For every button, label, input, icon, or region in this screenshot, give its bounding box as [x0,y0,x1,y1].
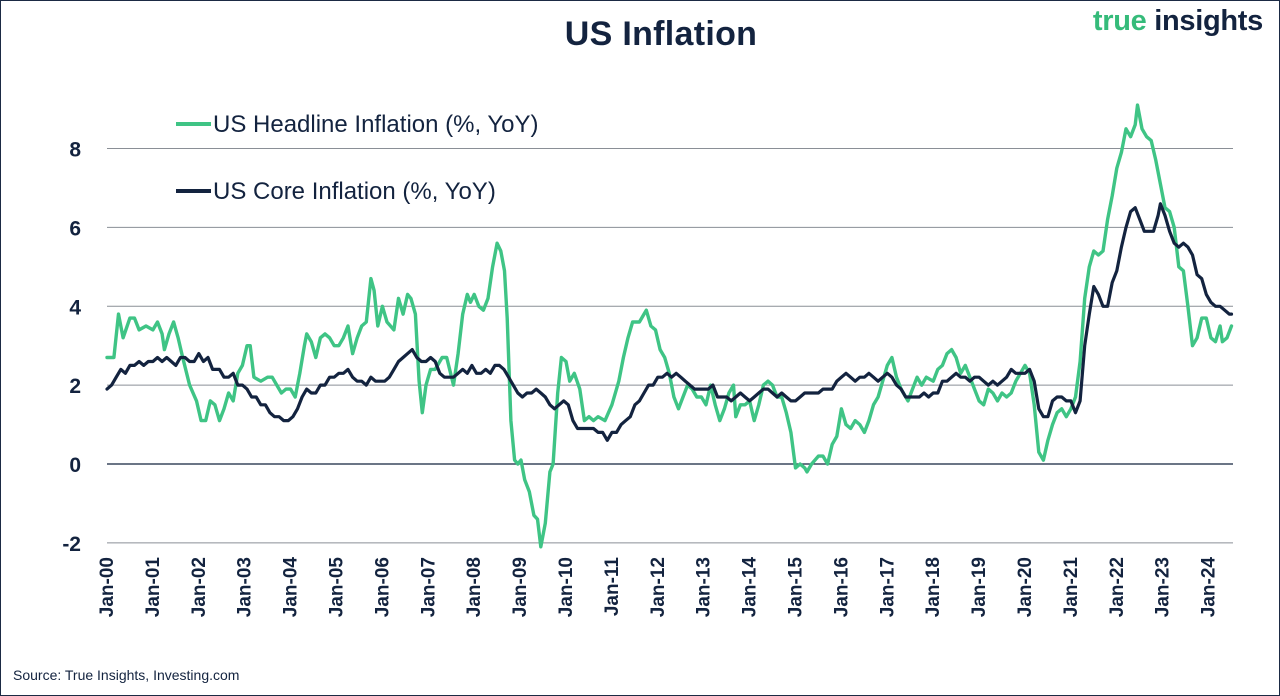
y-axis-ticks: -2 0 2 4 6 8 [62,139,81,556]
x-tick-label: Jan-04 [281,557,302,618]
x-tick-label: Jan-21 [1061,557,1082,618]
x-tick-label: Jan-20 [1015,557,1036,617]
x-tick-label: Jan-23 [1153,557,1174,617]
logo-word-true: true [1092,5,1147,37]
x-tick-label: Jan-10 [556,557,577,617]
x-tick-label: Jan-17 [877,557,898,617]
headline-inflation-line [105,103,1234,549]
x-tick-label: Jan-01 [143,557,164,618]
x-tick-label: Jan-14 [740,557,761,618]
x-tick-label: Jan-16 [831,557,852,617]
y-tick-label: 4 [69,296,81,319]
x-tick-label: Jan-15 [786,557,807,618]
x-tick-label: Jan-19 [969,557,990,617]
logo-word-insights: insights [1154,5,1263,37]
y-tick-label: 0 [69,454,81,477]
x-tick-label: Jan-12 [648,557,669,617]
legend-label: US Headline Inflation (%, YoY) [213,111,539,138]
x-tick-label: Jan-00 [97,557,118,617]
gridlines [107,148,1233,544]
legend: US Headline Inflation (%, YoY) US Core In… [176,111,539,205]
y-tick-label: 8 [69,139,81,162]
x-tick-label: Jan-07 [418,557,439,617]
y-tick-label: -2 [62,533,81,556]
x-tick-label: Jan-06 [372,557,393,617]
source-note: Source: True Insights, Investing.com [13,667,240,683]
series-lines [105,103,1234,549]
x-tick-label: Jan-03 [235,557,256,617]
x-tick-label: Jan-09 [510,557,531,617]
core-inflation-line [105,202,1234,442]
x-tick-label: Jan-02 [189,557,210,617]
y-tick-label: 2 [69,375,81,398]
x-tick-label: Jan-11 [602,557,623,617]
x-tick-label: Jan-18 [923,557,944,617]
x-axis-ticks: Jan-00 Jan-01 Jan-02 Jan-03 Jan-04 Jan-05 Jan-… [97,557,1220,618]
x-tick-label: Jan-24 [1199,557,1220,618]
x-tick-label: Jan-13 [694,557,715,617]
x-tick-label: Jan-22 [1107,557,1128,617]
y-tick-label: 6 [69,217,81,240]
x-tick-label: Jan-05 [327,557,348,618]
x-tick-label: Jan-08 [464,557,485,617]
legend-label: US Core Inflation (%, YoY) [213,178,496,205]
chart-title: US Inflation [564,15,758,53]
brand-logo: true insights [1093,5,1263,38]
